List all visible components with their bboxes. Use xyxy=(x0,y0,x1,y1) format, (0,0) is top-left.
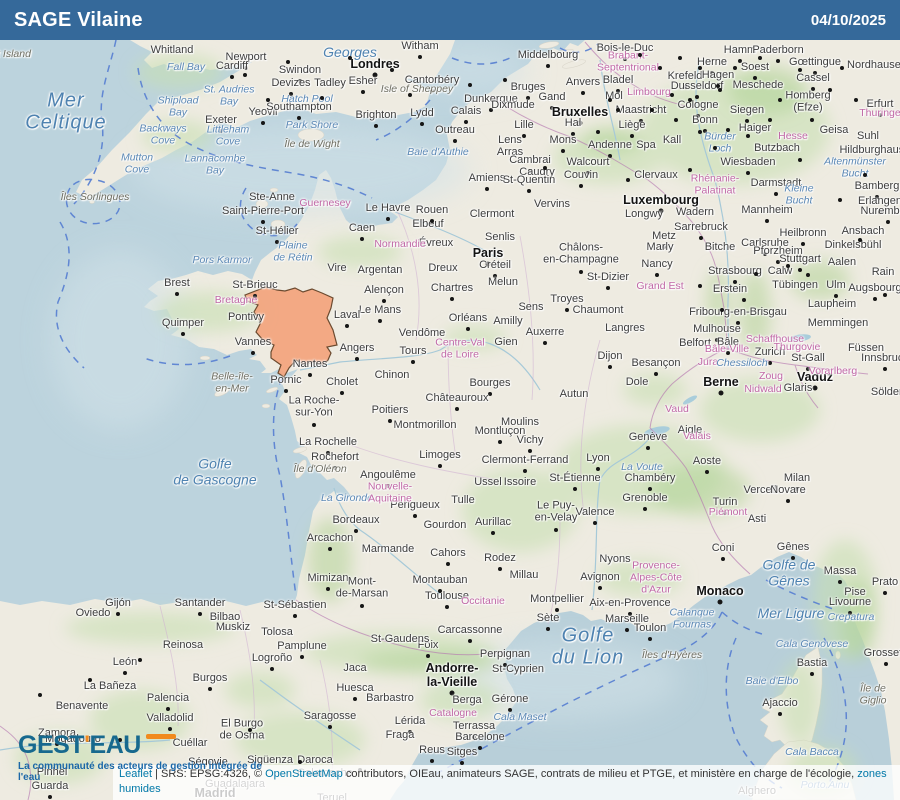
attribution-text: contributors, OIEau, animateurs SAGE, co… xyxy=(342,768,858,780)
maritime-boundaries xyxy=(55,40,848,789)
map-canvas xyxy=(0,40,900,800)
gesteau-logo-text: GEST'EAU xyxy=(18,733,273,758)
region-borders xyxy=(159,207,601,781)
app-header: SAGE Vilaine 04/10/2025 xyxy=(0,0,900,40)
map-viewport[interactable]: Witham Whitland Londres Esher Cantorbéry Newp… xyxy=(0,40,900,800)
leaflet-link[interactable]: Leaflet xyxy=(119,768,153,780)
header-date: 04/10/2025 xyxy=(810,11,886,29)
logo-dash-icon xyxy=(145,734,176,739)
rivers xyxy=(0,59,730,751)
sage-vilaine-region[interactable] xyxy=(244,286,338,378)
attribution-separator: | xyxy=(152,768,162,780)
admin-borders xyxy=(0,41,869,800)
land-england xyxy=(76,40,455,198)
gesteau-tagline: La communauté des acteurs de gestion int… xyxy=(18,761,262,783)
zones-humides-link[interactable]: zones humides xyxy=(119,768,887,795)
coastal-water xyxy=(50,45,680,720)
attribution-srs: SRS: EPSG:4326, © xyxy=(161,768,266,780)
lakes xyxy=(644,334,811,436)
map-attribution: Leaflet | SRS: EPSG:4326, © OpenStreetMa… xyxy=(113,765,900,800)
page-title: SAGE Vilaine xyxy=(14,8,143,31)
openstreetmap-link[interactable]: OpenStreetMap xyxy=(265,768,343,780)
gesteau-logo[interactable]: GEST'EAU La communauté des acteurs de ge… xyxy=(18,733,273,784)
